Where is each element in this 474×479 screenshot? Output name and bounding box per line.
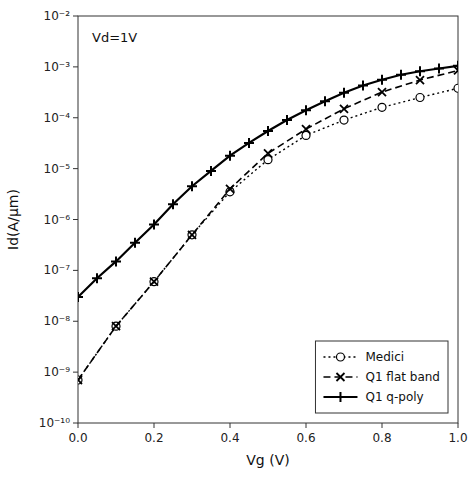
legend-label: Q1 q-poly (365, 390, 423, 404)
data-point (320, 96, 330, 106)
x-tick-label: 0.8 (372, 431, 391, 445)
y-tick-label: 10⁻⁵ (44, 162, 71, 176)
series-line (78, 70, 458, 380)
data-point (264, 149, 272, 157)
y-tick-label: 10⁻² (44, 9, 71, 23)
x-tick-label: 0.6 (296, 431, 315, 445)
data-point (78, 292, 83, 302)
data-point (302, 125, 310, 133)
y-tick-label: 10⁻⁷ (44, 263, 71, 277)
data-point (225, 151, 235, 161)
y-tick-label: 10⁻¹⁰ (39, 416, 70, 430)
data-point (150, 278, 158, 286)
y-axis-label: Id(A/μm) (5, 189, 21, 250)
data-point (358, 81, 368, 91)
y-tick (73, 423, 78, 424)
data-point (78, 376, 82, 384)
chart: 0.0 0.2 0.4 0.6 0.8 1.0 10⁻¹⁰ 10⁻⁹ 10⁻⁸ 10⁻⁷ 10⁻⁶ 1… (0, 0, 474, 479)
x-tick (154, 423, 155, 428)
y-tick (73, 321, 78, 322)
legend-marker (336, 353, 344, 361)
data-point (78, 376, 82, 384)
legend-label: Q1 flat band (365, 370, 440, 384)
data-point (112, 322, 120, 330)
series-line (78, 88, 458, 380)
y-tick-label: 10⁻⁹ (44, 365, 71, 379)
y-tick (73, 270, 78, 271)
x-tick-label: 0.4 (220, 431, 239, 445)
y-tick (73, 117, 78, 118)
data-point (263, 126, 273, 136)
data-point (415, 66, 425, 76)
data-point (226, 185, 234, 193)
data-point (396, 70, 406, 80)
data-point (188, 231, 196, 239)
data-point (378, 88, 386, 96)
data-point (377, 75, 387, 85)
y-tick (73, 168, 78, 169)
y-tick-label: 10⁻³ (44, 60, 71, 74)
legend-marker (336, 373, 344, 381)
data-point (244, 138, 254, 148)
y-tick (73, 16, 78, 17)
legend: Medici Q1 flat band Q1 q-poly (315, 341, 448, 413)
data-point (92, 273, 102, 283)
x-axis-label: Vg (V) (246, 452, 289, 468)
data-point (130, 238, 140, 248)
data-point (453, 61, 458, 71)
data-point (339, 88, 349, 98)
data-point (168, 199, 178, 209)
x-tick (306, 423, 307, 428)
x-tick (382, 423, 383, 428)
plot-frame (78, 16, 458, 423)
data-point (187, 181, 197, 191)
annotation: Vd=1V (92, 30, 137, 45)
x-tick (230, 423, 231, 428)
data-point (282, 115, 292, 125)
data-point (454, 84, 458, 92)
x-tick (78, 423, 79, 428)
y-tick-label: 10⁻⁸ (44, 314, 71, 328)
x-tick-label: 0.2 (144, 431, 163, 445)
data-point (112, 322, 120, 330)
data-point (188, 231, 196, 239)
data-point (416, 94, 424, 102)
data-point (149, 219, 159, 229)
data-point (340, 116, 348, 124)
x-tick-label: 0.0 (68, 431, 87, 445)
y-tick-label: 10⁻⁶ (44, 213, 71, 227)
data-point (340, 105, 348, 113)
data-point (301, 105, 311, 115)
data-point (111, 256, 121, 266)
legend-marker (335, 392, 345, 402)
x-tick-label: 1.0 (448, 431, 467, 445)
series-line (78, 66, 458, 297)
plot-area (78, 61, 458, 384)
legend-label: Medici (365, 350, 404, 364)
y-tick (73, 66, 78, 67)
data-point (416, 76, 424, 84)
data-point (150, 278, 158, 286)
data-point (378, 103, 386, 111)
y-tick-label: 10⁻⁴ (44, 111, 71, 125)
y-tick (73, 219, 78, 220)
x-tick (458, 423, 459, 428)
data-point (206, 166, 216, 176)
data-point (434, 63, 444, 73)
legend-box (315, 341, 448, 413)
y-tick (73, 372, 78, 373)
